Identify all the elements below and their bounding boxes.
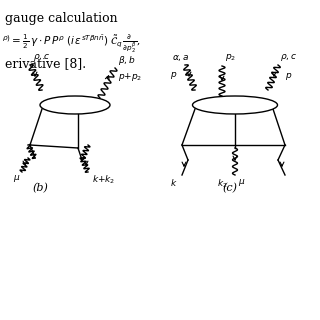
Text: $\rho,c$: $\rho,c$ xyxy=(33,52,50,63)
Text: $\alpha, a$: $\alpha, a$ xyxy=(172,53,189,63)
Text: (b): (b) xyxy=(32,183,48,193)
Text: $p$: $p$ xyxy=(170,69,177,81)
Text: $\beta,b$: $\beta,b$ xyxy=(118,54,136,67)
Text: $k{+}k_2$: $k{+}k_2$ xyxy=(92,173,116,186)
Text: ${}^{\rho)} = \frac{1}{2}\,\gamma \cdot P\,P^{\rho}\;\left(i\,\epsilon^{sT\beta : ${}^{\rho)} = \frac{1}{2}\,\gamma \cdot … xyxy=(2,32,140,55)
Text: $\rho,c$: $\rho,c$ xyxy=(280,52,297,63)
Text: $\mu$: $\mu$ xyxy=(13,173,21,184)
Text: $k_2$: $k_2$ xyxy=(217,177,228,189)
Text: (c): (c) xyxy=(222,183,237,193)
Text: $\mu$: $\mu$ xyxy=(238,177,245,188)
Text: erivative [8].: erivative [8]. xyxy=(5,57,86,70)
Text: $p_2$: $p_2$ xyxy=(225,52,236,63)
Text: gauge calculation: gauge calculation xyxy=(5,12,118,25)
Ellipse shape xyxy=(40,96,110,114)
Text: $p{+}p_2$: $p{+}p_2$ xyxy=(118,71,142,83)
Text: $k$: $k$ xyxy=(171,177,178,188)
Text: $p$: $p$ xyxy=(285,70,292,82)
Ellipse shape xyxy=(193,96,277,114)
